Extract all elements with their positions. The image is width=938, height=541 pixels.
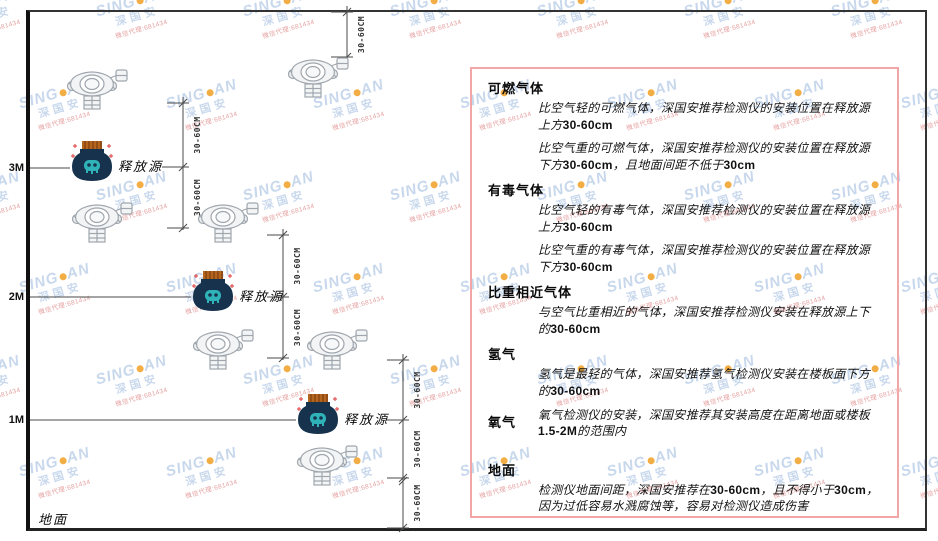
gas-detector-icon bbox=[66, 69, 128, 110]
dimension-label: 30-60CM bbox=[193, 179, 202, 216]
gas-detector-icon bbox=[306, 329, 368, 370]
section-heading: 可燃气体 bbox=[488, 81, 545, 96]
panel-section: 氢气氢气是最轻的气体，深国安推荐氢气检测仪安装在楼板面下方的30-60cm bbox=[488, 344, 881, 399]
room-frame bbox=[26, 10, 927, 531]
section-heading: 地面 bbox=[488, 462, 517, 478]
installation-diagram: 30-60CM30-60CM30-60CM30-60CM30-60CM30-60… bbox=[9, 6, 422, 533]
dimension-label: 30-60CM bbox=[413, 371, 422, 408]
section-heading: 比重相近气体 bbox=[488, 285, 573, 301]
section-paragraph: 比空气重的有毒气体，深国安推荐检测仪的安装位置在释放源下方30-60cm bbox=[538, 243, 871, 274]
dimension-label: 30-60CM bbox=[413, 430, 422, 467]
guidelines-panel: 可燃气体比空气轻的可燃气体，深国安推荐检测仪的安装位置在释放源上方30-60cm… bbox=[470, 67, 899, 518]
dimension-line: 30-60CM bbox=[331, 6, 366, 62]
height-label: 3M bbox=[9, 162, 24, 174]
gas-detector-icon bbox=[296, 445, 358, 486]
gas-detector-icon bbox=[197, 202, 259, 243]
gas-detector-icon bbox=[192, 329, 254, 370]
section-paragraph: 比空气轻的可燃气体，深国安推荐检测仪的安装位置在释放源上方30-60cm bbox=[538, 101, 871, 132]
dimension-label: 30-60CM bbox=[193, 116, 202, 153]
height-label: 1M bbox=[9, 414, 24, 426]
section-paragraph: 氢气是最轻的气体，深国安推荐氢气检测仪安装在楼板面下方的30-60cm bbox=[538, 367, 871, 399]
brand-dot-icon bbox=[576, 0, 586, 6]
brand-dot-icon bbox=[870, 0, 880, 6]
section-heading: 有毒气体 bbox=[488, 183, 545, 199]
dimension-line: 30-60CM 30-60CM bbox=[267, 229, 302, 363]
height-label: 2M bbox=[9, 291, 24, 303]
dimension-line: 30-60CM 30-60CM bbox=[167, 97, 202, 233]
release-source-icon bbox=[191, 270, 235, 312]
section-paragraph: 比空气重的可燃气体，深国安推荐检测仪的安装位置在释放源下方30-60cm，且地面… bbox=[538, 141, 871, 172]
panel-section: 比重相近气体与空气比重相近的气体，深国安推荐检测仪安装在释放源上下的30-60c… bbox=[488, 282, 881, 337]
dimension-label: 30-60CM bbox=[293, 309, 302, 346]
dimension-label: 30-60CM bbox=[413, 484, 422, 521]
release-source-icon bbox=[296, 393, 340, 435]
dimension-line: 30-60CM 30-60CM 30-60CM bbox=[387, 354, 422, 533]
panel-section: 可燃气体比空气轻的可燃气体，深国安推荐检测仪的安装位置在释放源上方30-60cm… bbox=[488, 78, 881, 173]
release-source-label: 释放源 bbox=[344, 412, 389, 427]
gas-detector-icon bbox=[287, 57, 349, 98]
brand-dot-icon bbox=[723, 0, 733, 6]
section-paragraph: 检测仪地面间距，深国安推荐在30-60cm，且不得小于30cm，因为过低容易水溅… bbox=[538, 482, 879, 514]
section-heading: 氧气 bbox=[488, 414, 517, 430]
gas-detector-icon bbox=[71, 202, 133, 243]
panel-section: 地面检测仪地面间距，深国安推荐在30-60cm，且不得小于30cm，因为过低容易… bbox=[488, 460, 881, 515]
release-source-label: 释放源 bbox=[118, 159, 163, 174]
panel-section: 有毒气体比空气轻的有毒气体，深国安推荐检测仪的安装位置在释放源上方30-60cm… bbox=[488, 180, 881, 275]
section-paragraph: 比空气轻的有毒气体，深国安推荐检测仪的安装位置在释放源上方30-60cm bbox=[538, 203, 871, 234]
release-source-icon bbox=[70, 140, 114, 182]
section-heading: 氢气 bbox=[488, 347, 517, 363]
dimension-label: 30-60CM bbox=[357, 16, 366, 53]
section-paragraph: 氧气检测仪的安装，深国安推荐其安装高度在距离地面或楼板1.5-2M的范围内 bbox=[538, 407, 871, 439]
panel-section: 氧气 氧气检测仪的安装，深国安推荐其安装高度在距离地面或楼板1.5-2M的范围内 bbox=[488, 407, 881, 447]
ground-label: 地面 bbox=[38, 512, 68, 527]
dimension-label: 30-60CM bbox=[293, 247, 302, 284]
section-paragraph: 与空气比重相近的气体，深国安推荐检测仪安装在释放源上下的30-60cm bbox=[538, 305, 871, 336]
release-source-label: 释放源 bbox=[239, 289, 284, 304]
